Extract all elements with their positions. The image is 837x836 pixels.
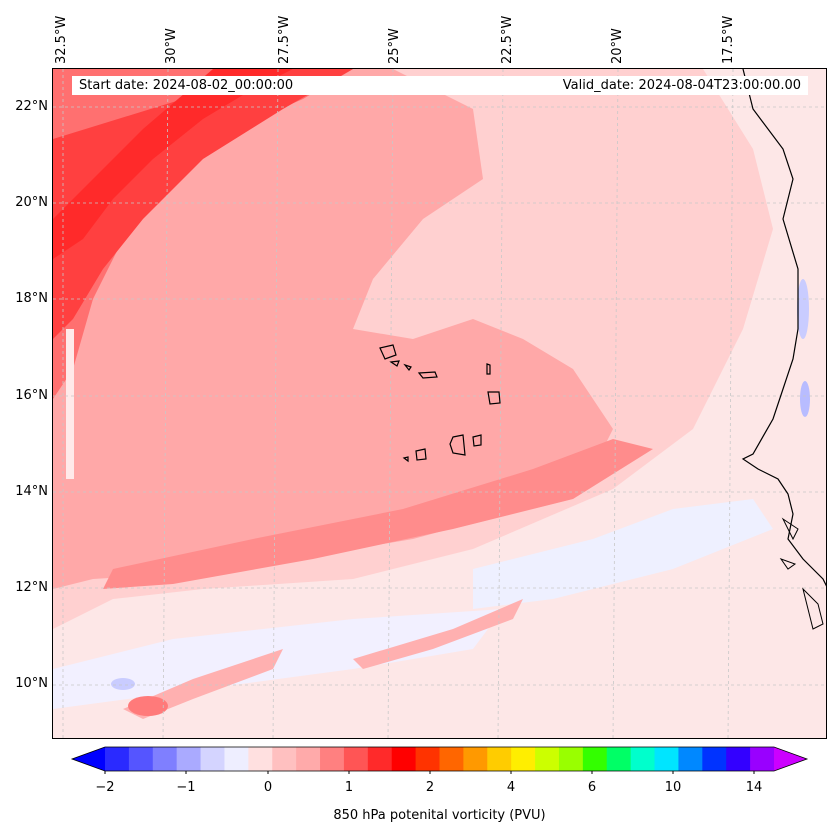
colorbar-tick-label: 4 <box>506 780 516 795</box>
colorbar-segment <box>511 747 536 771</box>
colorbar-segment <box>320 747 345 771</box>
colorbar-segment <box>105 747 130 771</box>
colorbar-segment <box>702 747 727 771</box>
map-panel <box>52 68 827 739</box>
colorbar-segment <box>176 747 202 771</box>
colorbar-segment <box>439 747 464 771</box>
colorbar-tick-label: −1 <box>176 780 196 795</box>
colorbar-tick-label: 0 <box>263 780 273 795</box>
colorbar-extend-min <box>72 747 105 771</box>
lon-label: 17.5°W <box>721 15 736 64</box>
colorbar-segment <box>367 747 393 771</box>
colorbar-segment <box>391 747 417 771</box>
colorbar-segment <box>558 747 584 771</box>
lon-label: 27.5°W <box>277 15 292 64</box>
pv-band-negative <box>473 499 773 609</box>
map-info-bar: Start date: 2024-08-02_00:00:00 Valid_da… <box>72 76 808 95</box>
pv-contour-medium <box>53 69 613 589</box>
colorbar-segment <box>535 747 560 771</box>
lat-label: 20°N <box>15 195 48 210</box>
lon-label: 22.5°W <box>500 15 515 64</box>
africa-coastline <box>741 69 826 587</box>
colorbar-segment <box>582 747 608 771</box>
colorbar-segment <box>248 747 273 771</box>
lat-label: 14°N <box>15 484 48 499</box>
pv-field <box>53 69 826 738</box>
colorbar-segment <box>630 747 656 771</box>
valid-date-label: Valid_date: 2024-08-04T23:00:00.00 <box>562 78 801 93</box>
colorbar-segment <box>463 747 488 771</box>
colorbar <box>70 746 809 774</box>
colorbar-tick-label: −2 <box>95 780 115 795</box>
colorbar-segment <box>654 747 679 771</box>
lon-label: 32.5°W <box>54 15 69 64</box>
lat-label: 16°N <box>15 388 48 403</box>
colorbar-segment <box>296 747 321 771</box>
colorbar-segment <box>128 747 154 771</box>
colorbar-tick-label: 10 <box>664 780 682 795</box>
colorbar-segment <box>606 747 632 771</box>
colorbar-segment <box>415 747 440 771</box>
colorbar-segment <box>343 747 369 771</box>
lat-label: 12°N <box>15 580 48 595</box>
lat-label: 18°N <box>15 291 48 306</box>
pv-band-south <box>103 439 653 589</box>
colorbar-extend-max <box>774 747 807 771</box>
colorbar-segment <box>726 747 751 771</box>
colorbar-tick-label: 14 <box>745 780 763 795</box>
lon-label: 20°W <box>610 28 625 64</box>
colorbar-tick-label: 6 <box>587 780 597 795</box>
lat-label: 10°N <box>15 676 48 691</box>
lon-label: 25°W <box>387 28 402 64</box>
colorbar-segment <box>678 747 703 771</box>
colorbar-title: 850 hPa potenital vorticity (PVU) <box>333 808 546 823</box>
colorbar-tick-label: 2 <box>425 780 435 795</box>
lon-label: 30°W <box>164 28 179 64</box>
colorbar-segment <box>224 747 249 771</box>
colorbar-segment <box>750 747 775 771</box>
colorbar-tick-label: 1 <box>344 780 354 795</box>
colorbar-segment <box>487 747 512 771</box>
colorbar-segment <box>200 747 225 771</box>
colorbar-segment <box>272 747 297 771</box>
start-date-label: Start date: 2024-08-02_00:00:00 <box>79 78 294 93</box>
colorbar-segment <box>152 747 178 771</box>
cape-verde-islands <box>379 344 501 463</box>
lat-label: 22°N <box>15 99 48 114</box>
